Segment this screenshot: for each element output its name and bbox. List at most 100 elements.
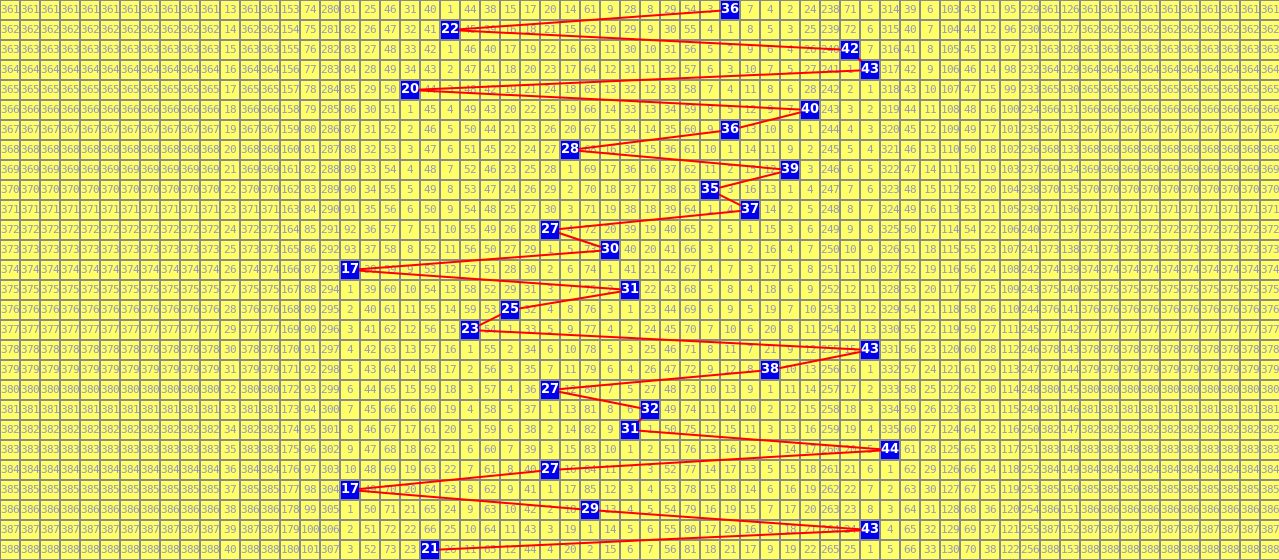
omission-cell: 386 [1221, 501, 1240, 519]
omission-cell: 37 [621, 181, 639, 199]
omission-cell: 112 [1001, 341, 1020, 359]
omission-cell: 374 [61, 261, 80, 279]
omission-cell: 370 [201, 181, 220, 199]
omission-cell: 4 [501, 381, 519, 399]
omission-cell: 59 [461, 301, 479, 319]
omission-cell: 366 [261, 101, 280, 119]
omission-cell: 292 [321, 241, 340, 259]
omission-cell: 6 [461, 441, 479, 459]
omission-cell: 368 [1201, 141, 1220, 159]
omission-cell: 322 [881, 161, 900, 179]
omission-cell: 381 [1101, 401, 1120, 419]
omission-cell: 7 [781, 301, 799, 319]
omission-cell: 21 [221, 161, 239, 179]
omission-cell: 385 [1041, 481, 1060, 499]
omission-cell: 29 [541, 181, 559, 199]
omission-cell: 364 [261, 61, 280, 79]
omission-cell: 382 [61, 421, 80, 439]
omission-cell: 380 [1041, 381, 1060, 399]
omission-cell: 65 [681, 221, 699, 239]
omission-cell: 8 [701, 341, 719, 359]
omission-cell: 26 [641, 361, 659, 379]
omission-cell: 383 [1041, 441, 1060, 459]
omission-cell: 7 [461, 461, 479, 479]
omission-cell: 377 [181, 321, 200, 339]
omission-cell: 261 [821, 461, 840, 479]
omission-cell: 377 [241, 321, 260, 339]
omission-cell: 67 [961, 481, 979, 499]
omission-cell: 15 [641, 141, 659, 159]
omission-cell: 30 [361, 101, 379, 119]
omission-cell: 371 [121, 201, 140, 219]
omission-cell: 19 [641, 221, 659, 239]
omission-cell: 38 [361, 261, 379, 279]
omission-cell: 369 [21, 161, 40, 179]
omission-cell: 383 [141, 441, 160, 459]
omission-cell: 13 [801, 361, 819, 379]
omission-cell: 367 [1261, 121, 1279, 139]
omission-cell: 382 [1261, 421, 1279, 439]
omission-cell: 73 [681, 381, 699, 399]
omission-cell: 382 [1161, 421, 1180, 439]
omission-cell: 383 [1201, 441, 1220, 459]
omission-cell: 382 [1201, 421, 1220, 439]
omission-cell: 169 [281, 321, 300, 339]
omission-cell: 388 [161, 541, 180, 559]
omission-cell: 255 [1021, 521, 1040, 539]
omission-cell: 388 [1101, 541, 1120, 559]
omission-cell: 4 [801, 181, 819, 199]
omission-cell: 373 [1221, 241, 1240, 259]
omission-cell: 59 [681, 101, 699, 119]
omission-cell: 377 [1081, 321, 1100, 339]
omission-cell: 158 [281, 101, 300, 119]
omission-cell: 10 [701, 141, 719, 159]
omission-cell: 381 [181, 401, 200, 419]
omission-cell: 91 [341, 201, 359, 219]
omission-cell: 376 [101, 301, 120, 319]
omission-cell: 7 [341, 401, 359, 419]
omission-cell: 71 [841, 1, 859, 19]
omission-cell: 47 [901, 161, 919, 179]
omission-cell: 13 [721, 381, 739, 399]
omission-cell: 300 [321, 401, 340, 419]
omission-cell: 21 [641, 261, 659, 279]
omission-cell: 56 [661, 541, 679, 559]
omission-cell: 101 [1001, 121, 1020, 139]
omission-cell: 123 [941, 401, 960, 419]
omission-cell: 28 [221, 301, 239, 319]
omission-cell: 11 [601, 461, 619, 479]
omission-cell: 40 [421, 1, 439, 19]
omission-cell: 303 [321, 461, 340, 479]
omission-cell: 384 [1101, 461, 1120, 479]
omission-cell: 378 [1221, 341, 1240, 359]
omission-cell: 370 [1201, 181, 1220, 199]
omission-cell: 4 [461, 401, 479, 419]
hit-number-cell: 27 [541, 381, 560, 399]
omission-cell: 62 [481, 481, 499, 499]
omission-cell: 375 [1261, 281, 1279, 299]
omission-cell: 232 [1021, 61, 1040, 79]
omission-cell: 64 [381, 361, 399, 379]
omission-cell: 55 [661, 521, 679, 539]
omission-cell: 5 [461, 421, 479, 439]
omission-cell: 386 [1181, 501, 1200, 519]
omission-cell: 363 [161, 41, 180, 59]
omission-cell: 366 [81, 101, 100, 119]
omission-cell: 374 [1141, 261, 1160, 279]
omission-cell: 48 [661, 381, 679, 399]
omission-cell: 368 [1221, 141, 1240, 159]
omission-cell: 5 [841, 141, 859, 159]
omission-cell: 152 [1061, 521, 1080, 539]
omission-cell: 369 [1, 161, 20, 179]
omission-cell: 388 [21, 541, 40, 559]
omission-cell: 7 [641, 541, 659, 559]
omission-cell: 11 [841, 261, 859, 279]
omission-cell: 31 [661, 41, 679, 59]
omission-cell: 74 [681, 401, 699, 419]
omission-cell: 383 [1081, 441, 1100, 459]
omission-cell: 11 [441, 241, 459, 259]
omission-cell: 165 [281, 241, 300, 259]
omission-cell: 368 [261, 141, 280, 159]
omission-cell: 385 [1181, 481, 1200, 499]
omission-cell: 28 [501, 261, 519, 279]
